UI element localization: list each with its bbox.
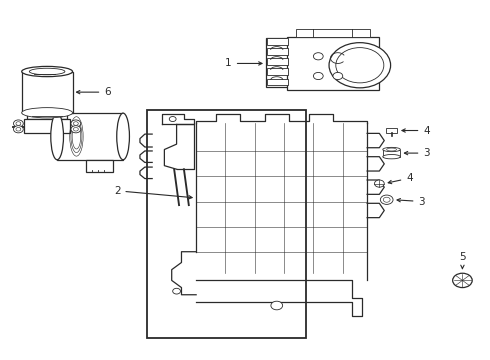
Bar xyxy=(267,78,288,85)
Circle shape xyxy=(374,180,384,187)
Bar xyxy=(296,29,369,37)
Bar xyxy=(287,37,379,90)
Ellipse shape xyxy=(383,147,400,152)
Bar xyxy=(267,48,288,55)
Text: 3: 3 xyxy=(404,148,430,158)
Bar xyxy=(386,128,397,134)
Circle shape xyxy=(14,126,23,133)
Ellipse shape xyxy=(29,68,65,75)
Text: 5: 5 xyxy=(459,252,466,269)
Bar xyxy=(267,39,288,45)
Bar xyxy=(383,149,400,157)
Bar xyxy=(267,68,288,75)
Ellipse shape xyxy=(22,66,73,77)
Circle shape xyxy=(380,195,393,204)
Bar xyxy=(22,72,73,113)
Circle shape xyxy=(16,122,21,125)
Bar xyxy=(267,58,288,65)
Ellipse shape xyxy=(51,113,64,160)
Circle shape xyxy=(314,53,323,60)
Text: 4: 4 xyxy=(388,173,413,184)
Bar xyxy=(27,113,68,119)
Text: 4: 4 xyxy=(402,126,430,135)
Circle shape xyxy=(336,48,384,83)
Text: 3: 3 xyxy=(397,197,425,207)
Text: 6: 6 xyxy=(76,87,111,97)
Circle shape xyxy=(169,117,176,122)
Text: 2: 2 xyxy=(114,186,192,199)
Circle shape xyxy=(329,42,391,88)
Bar xyxy=(24,119,70,133)
Circle shape xyxy=(333,72,343,80)
Circle shape xyxy=(74,127,78,131)
Polygon shape xyxy=(162,114,194,125)
Ellipse shape xyxy=(117,113,129,160)
Bar xyxy=(57,113,123,160)
Bar xyxy=(266,39,288,87)
Bar xyxy=(147,110,306,338)
Circle shape xyxy=(71,126,81,133)
Circle shape xyxy=(14,120,23,127)
Text: 1: 1 xyxy=(225,58,262,68)
Circle shape xyxy=(16,127,21,131)
Bar xyxy=(86,160,113,172)
Circle shape xyxy=(71,120,81,127)
Circle shape xyxy=(453,273,472,288)
Ellipse shape xyxy=(387,148,396,151)
Circle shape xyxy=(271,301,283,310)
Circle shape xyxy=(383,197,390,202)
Circle shape xyxy=(74,122,78,125)
Ellipse shape xyxy=(22,108,73,118)
Circle shape xyxy=(314,72,323,80)
Ellipse shape xyxy=(383,154,400,159)
Circle shape xyxy=(172,288,180,294)
